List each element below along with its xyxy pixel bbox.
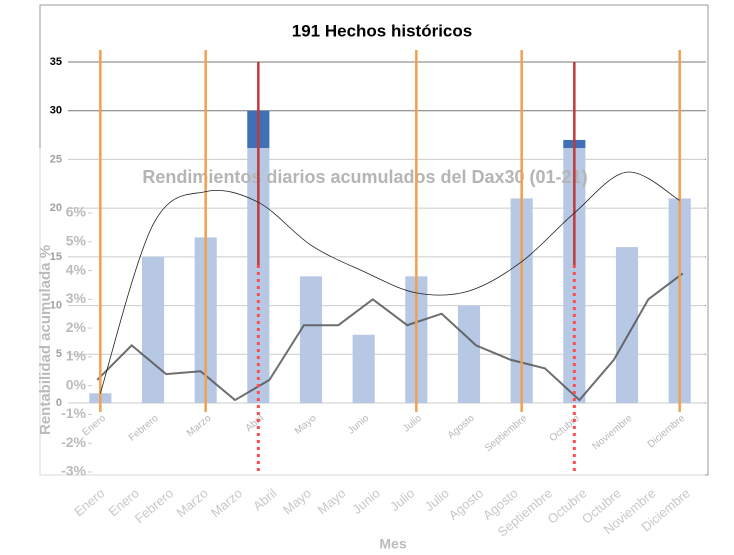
x-axis-label: Mes <box>379 536 406 552</box>
chart-title: 191 Hechos históricos <box>292 21 472 40</box>
y-tick-label: 30 <box>50 105 62 117</box>
y-tick-label: 4% <box>66 261 87 277</box>
y-tick-label: 0% <box>66 376 87 392</box>
y-tick-label: 5% <box>66 232 87 248</box>
line-series <box>96 272 684 402</box>
chart-subtitle: Rendimientos diarios acumulados del Dax3… <box>142 167 587 187</box>
y-axis-label: Rentabilidad acumulada % <box>37 245 54 435</box>
y-tick-label: -2% <box>61 434 86 450</box>
y-tick-label: -3% <box>61 463 86 479</box>
y-tick-label: 35 <box>50 56 62 68</box>
trend-curve <box>99 171 680 394</box>
y-tick-label: 1% <box>66 348 87 364</box>
y-tick-label: 3% <box>66 290 87 306</box>
y-tick-label: 2% <box>66 319 87 335</box>
y-tick-label: -1% <box>61 405 86 421</box>
y-tick-label: 6% <box>66 204 87 220</box>
